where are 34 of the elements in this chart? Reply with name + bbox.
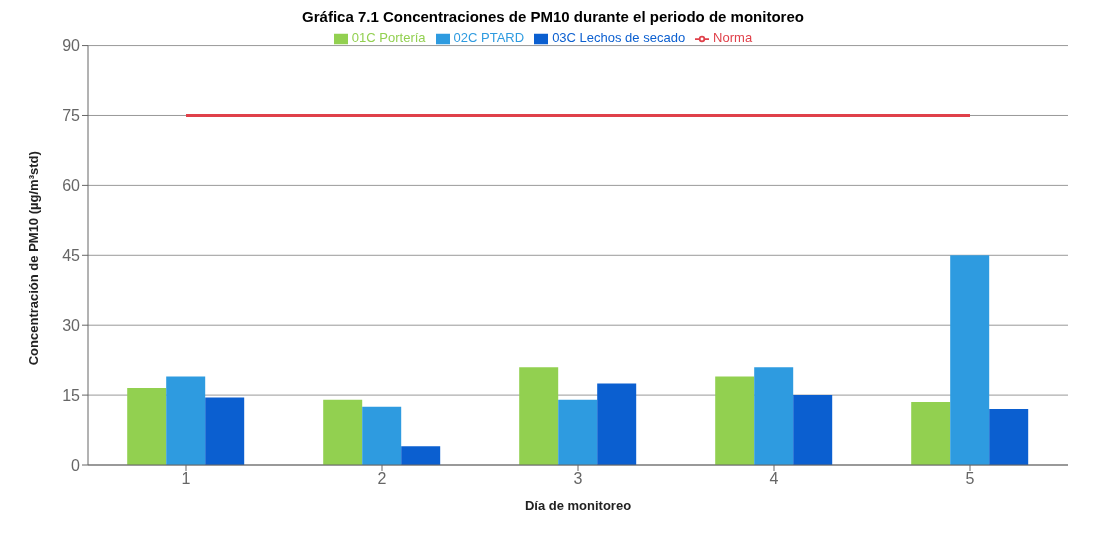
x-axis-title: Día de monitoreo (524, 498, 632, 513)
bar (127, 388, 167, 465)
legend-label: Norma (713, 30, 753, 45)
bar (950, 255, 990, 465)
legend-label: 03C Lechos de secado (552, 30, 686, 45)
y-tick-label: 90 (62, 37, 81, 55)
x-tick-label: 5 (965, 470, 975, 488)
bar (166, 376, 206, 465)
bar (558, 399, 598, 465)
y-tick-label: 75 (62, 107, 81, 125)
x-tick-label: 1 (181, 470, 191, 488)
y-tick-label: 30 (62, 316, 81, 334)
bar (793, 395, 833, 465)
y-axis-title: Concentración de PM10 (µg/m³std) (25, 151, 41, 366)
y-tick-label: 15 (62, 386, 81, 404)
y-tick-label: 45 (62, 246, 81, 264)
bar (323, 399, 363, 465)
bar (715, 376, 755, 465)
x-tick-label: 2 (377, 470, 387, 488)
bar (205, 397, 245, 465)
bar (519, 367, 559, 465)
bar (911, 402, 951, 465)
chart-title: Gráfica 7.1 Concentraciones de PM10 durante el periodo de monitoreo (301, 8, 805, 25)
bar (754, 367, 794, 465)
bar (597, 383, 637, 465)
legend-label: 02C PTARD (453, 30, 525, 45)
x-tick-label: 4 (769, 470, 779, 488)
bar (362, 406, 402, 465)
x-tick-label: 3 (573, 470, 583, 488)
y-tick-label: 60 (62, 177, 81, 195)
y-tick-label: 0 (71, 456, 81, 474)
bar (989, 409, 1029, 465)
bar (401, 446, 441, 465)
legend-label: 01C Portería (351, 30, 426, 45)
